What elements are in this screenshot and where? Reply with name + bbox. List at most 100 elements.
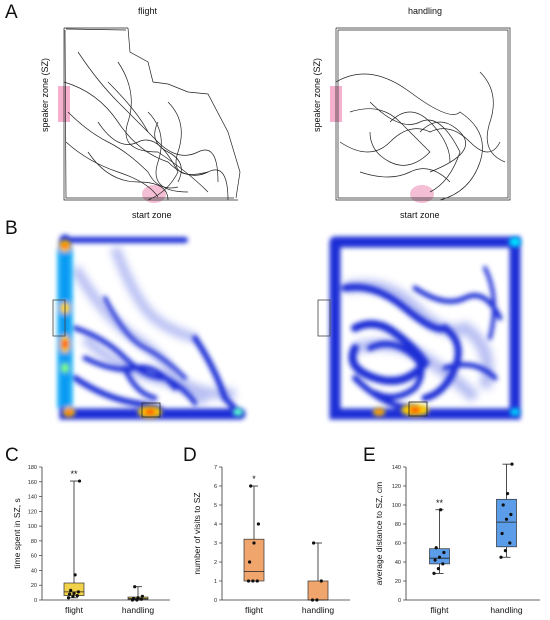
- panel-letter-b: B: [5, 218, 18, 239]
- y-tick-label: 80: [395, 522, 401, 528]
- data-point: [68, 592, 72, 596]
- handling-start-zone-label: start zone: [400, 210, 440, 220]
- significance-annotation: **: [70, 469, 78, 479]
- y-tick-label: 20: [395, 579, 401, 585]
- category-label: flight: [431, 605, 450, 615]
- chart-e: 0 20 40 60 80 100 120 140 average distance to SZ…: [374, 462, 540, 615]
- data-point: [136, 596, 140, 600]
- data-point: [139, 597, 143, 601]
- data-point: [501, 503, 505, 507]
- handling-trajectory-plot: [330, 27, 511, 203]
- y-tick-label: 3: [214, 541, 217, 547]
- speaker-zone-outline: [317, 299, 331, 337]
- y-tick-label: 120: [392, 484, 401, 490]
- handling-heatmap: [315, 228, 530, 428]
- data-point: [499, 555, 503, 559]
- data-point: [73, 573, 77, 577]
- data-point: [72, 591, 76, 595]
- data-point: [256, 522, 260, 526]
- y-tick-label: 5: [214, 503, 217, 509]
- y-tick-label: 20: [31, 583, 37, 589]
- y-tick-label: 80: [31, 539, 37, 545]
- start-zone-outline: [141, 402, 161, 418]
- flight-trajectory-plot: [58, 27, 241, 203]
- data-point: [77, 479, 82, 483]
- data-point: [504, 517, 509, 521]
- data-point: [510, 462, 514, 466]
- data-point: [75, 593, 79, 598]
- panel-letter-e: E: [363, 445, 376, 466]
- speaker-zone-outline: [52, 299, 66, 337]
- y-tick-label: 1: [214, 579, 217, 585]
- significance-annotation: **: [436, 498, 444, 508]
- chart-c: 0 20 40 60 80 100 120 140 160 180 time spent in SZ…: [12, 465, 170, 615]
- y-tick-label: 180: [28, 465, 37, 471]
- start-zone-marker: [410, 185, 434, 203]
- data-point: [432, 571, 436, 575]
- chart-d: 0 1 2 3 4 5 6 7 number of visits to SZ * flight han…: [192, 465, 350, 615]
- y-tick-label: 100: [28, 524, 37, 530]
- start-zone-outline: [408, 401, 428, 417]
- category-label: flight: [245, 605, 264, 615]
- flight-heatmap: [45, 228, 255, 428]
- start-zone-marker: [142, 185, 166, 203]
- data-point: [439, 508, 443, 512]
- y-tick-label: 4: [214, 522, 217, 528]
- data-point: [506, 492, 510, 496]
- box: [243, 538, 265, 582]
- panel-letter-c: C: [5, 445, 19, 466]
- flight-start-zone-label: start zone: [132, 210, 172, 220]
- data-point: [436, 567, 440, 571]
- y-axis-label: time spent in SZ, s: [12, 498, 22, 568]
- y-tick-label: 140: [28, 495, 37, 501]
- data-point: [437, 555, 442, 559]
- y-tick-label: 140: [392, 465, 401, 471]
- data-point: [442, 550, 446, 555]
- data-point: [310, 598, 315, 602]
- y-tick-label: 120: [28, 509, 37, 515]
- panel-letter-d: D: [183, 445, 197, 466]
- data-point: [312, 541, 316, 545]
- data-point: [248, 560, 252, 564]
- data-point: [500, 531, 504, 536]
- data-point: [140, 594, 144, 598]
- data-point: [434, 546, 438, 550]
- handling-track-title: handling: [408, 6, 443, 16]
- data-point: [133, 585, 137, 589]
- data-point: [315, 598, 319, 602]
- y-tick-label: 0: [398, 598, 401, 604]
- handling-speaker-zone-label: speaker zone (SZ): [312, 57, 323, 133]
- data-point: [509, 512, 513, 517]
- y-tick-label: 40: [31, 568, 37, 574]
- data-point: [503, 549, 507, 553]
- y-tick-label: 2: [214, 560, 217, 566]
- y-tick-label: 60: [395, 541, 401, 547]
- y-axis-label: number of visits to SZ: [192, 492, 202, 574]
- data-point: [76, 590, 80, 594]
- category-label: flight: [65, 605, 84, 615]
- data-point: [246, 579, 251, 583]
- y-axis-label: average distance to SZ, cm: [374, 482, 384, 585]
- data-point: [69, 588, 73, 592]
- data-point: [249, 484, 253, 488]
- data-point: [252, 541, 256, 545]
- y-tick-label: 60: [31, 554, 37, 560]
- flight-track-title: flight: [138, 6, 158, 16]
- panel-letter-a: A: [5, 2, 18, 23]
- box: [496, 498, 517, 548]
- data-point: [251, 579, 255, 583]
- y-tick-label: 40: [395, 560, 401, 566]
- data-point: [319, 579, 323, 583]
- y-tick-label: 100: [392, 503, 401, 509]
- category-label: handling: [490, 605, 522, 615]
- y-tick-label: 7: [214, 465, 217, 471]
- data-point: [433, 558, 437, 562]
- y-tick-label: 6: [214, 484, 217, 490]
- category-label: handling: [302, 605, 334, 615]
- data-point: [71, 594, 75, 598]
- category-label: handling: [122, 605, 154, 615]
- y-tick-label: 160: [28, 480, 37, 486]
- box: [307, 580, 329, 601]
- significance-annotation: *: [252, 474, 256, 484]
- data-point: [508, 541, 512, 545]
